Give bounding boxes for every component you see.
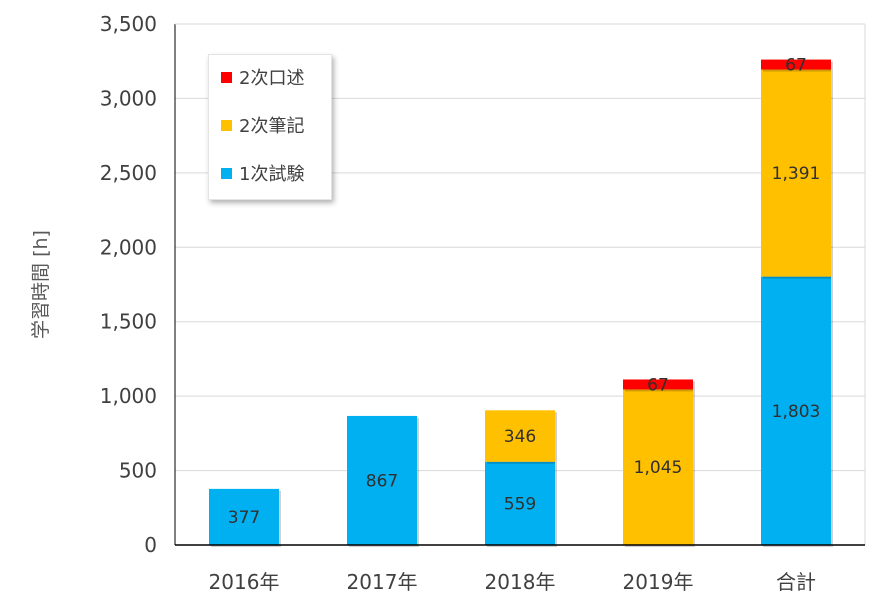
bar-segment [485,461,555,545]
data-label: 67 [785,56,807,76]
x-tick-label: 2016年 [209,570,280,594]
bar-segment [623,389,693,545]
x-tick-label: 2019年 [623,570,694,594]
y-tick-label: 3,000 [100,86,157,110]
x-tick-label: 2018年 [485,570,556,594]
data-label: 1,391 [772,164,821,184]
legend-label: 2次口述 [239,68,305,89]
y-tick-label: 1,500 [100,310,157,334]
legend-item: 2次筆記 [221,113,304,137]
data-label: 1,803 [772,402,821,422]
data-label: 377 [228,508,260,528]
x-tick-label: 2017年 [347,570,418,594]
bars: 377 867 559 346 1,045 67 1,803 1,391 67 [209,56,833,547]
data-label: 867 [366,471,398,491]
legend: 2次口述 2次筆記 1次試験 [208,54,332,200]
y-tick-label: 1,000 [100,384,157,408]
legend-item: 2次口述 [221,65,304,89]
y-tick-label: 500 [119,459,157,483]
legend-swatch [221,71,232,83]
legend-item: 1次試験 [221,161,304,185]
legend-label: 2次筆記 [239,116,305,137]
bar-segment [761,69,831,277]
bar-segment [347,415,417,545]
y-tick-label: 2,500 [100,161,157,185]
y-tick-label: 0 [144,533,157,557]
data-label: 1,045 [634,458,683,478]
legend-swatch [221,119,232,131]
bar-segment [623,379,693,390]
data-label: 559 [504,494,536,514]
bar-segment [761,59,831,70]
data-label: 346 [504,427,536,447]
y-tick-label: 2,000 [100,235,157,259]
bar-segment [209,488,279,545]
y-axis-ticks: 0 500 1,000 1,500 2,000 2,500 3,000 3,500 [100,12,157,557]
x-tick-label: 合計 [776,570,816,594]
y-tick-label: 3,500 [100,12,157,36]
data-label: 67 [647,375,669,395]
legend-swatch [221,167,232,179]
bar-segment [485,410,555,462]
y-axis-label: 学習時間 [h] [30,230,52,339]
x-axis-categories: 2016年 2017年 2018年 2019年 合計 [209,570,816,594]
bar-segment [761,276,831,545]
legend-label: 1次試験 [239,164,305,185]
